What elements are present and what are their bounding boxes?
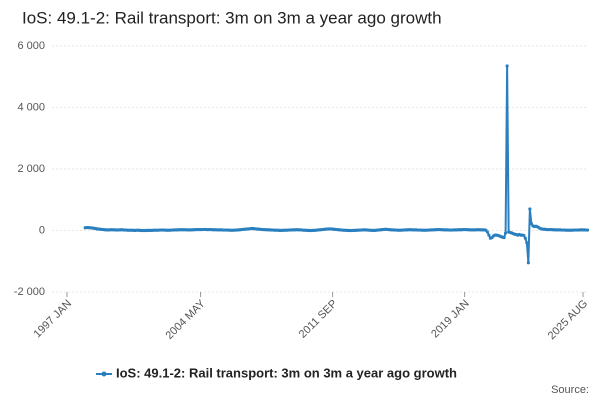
data-point <box>528 207 532 211</box>
source: Source: <box>551 384 589 396</box>
y-tick-label: -2 000 <box>14 286 45 298</box>
data-point <box>504 231 508 235</box>
chart-title: IoS: 49.1-2: Rail transport: 3m on 3m a … <box>22 8 442 27</box>
legend-marker <box>101 371 107 377</box>
y-tick-label: 0 <box>39 224 45 236</box>
data-point <box>487 233 491 237</box>
data-point <box>502 235 506 240</box>
data-point <box>505 64 509 68</box>
x-tick-label: 1997 JAN <box>32 298 75 341</box>
x-tick-label: 2011 SEP <box>297 298 340 341</box>
y-tick-label: 4 000 <box>17 101 45 113</box>
x-tick-label: 2025 AUG <box>546 298 590 342</box>
data-point <box>522 233 526 238</box>
data-point <box>523 236 527 240</box>
data-point <box>485 230 489 234</box>
y-tick-label: 2 000 <box>17 163 45 175</box>
legend-text: IoS: 49.1-2: Rail transport: 3m on 3m a … <box>116 365 457 380</box>
data-point <box>526 261 530 265</box>
data-point <box>585 228 590 232</box>
y-tick-label: 6 000 <box>17 40 45 52</box>
x-tick-label: 2019 JAN <box>429 298 472 341</box>
x-tick-label: 2004 MAY <box>163 297 208 342</box>
data-point <box>525 241 529 245</box>
